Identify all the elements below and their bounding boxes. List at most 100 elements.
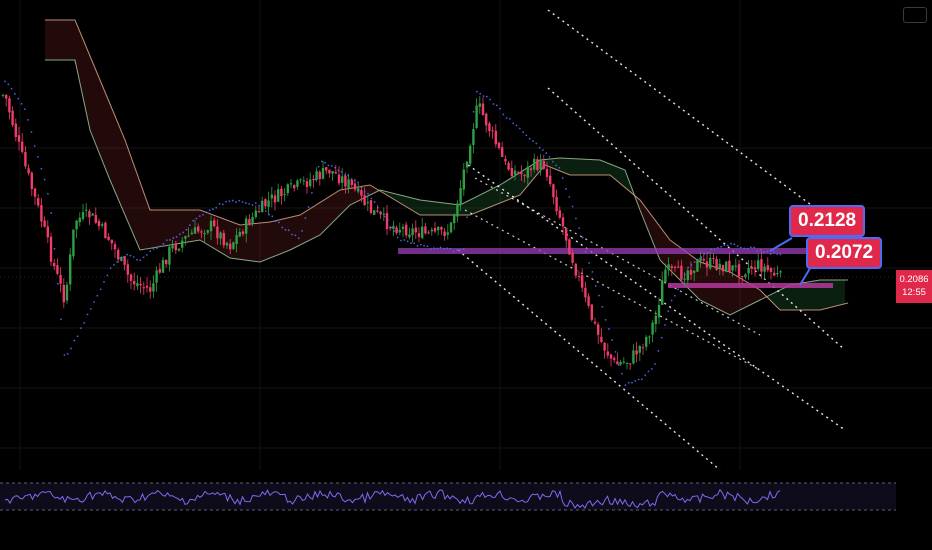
sar-dot xyxy=(80,327,82,330)
cloud-segment xyxy=(585,159,589,175)
sar-dot xyxy=(429,248,432,251)
candle-body xyxy=(763,266,766,272)
candle-body xyxy=(120,256,123,261)
sar-dot xyxy=(479,92,482,95)
candle-body xyxy=(385,212,389,230)
sar-dot xyxy=(439,246,442,249)
sar-dot xyxy=(644,374,647,377)
sar-dot xyxy=(93,301,95,303)
cloud-segment xyxy=(661,228,665,265)
candle-body xyxy=(629,363,632,365)
level-band-upper xyxy=(398,248,846,254)
candle-body xyxy=(664,269,667,282)
candle-body xyxy=(203,233,206,235)
candle-body xyxy=(325,167,328,171)
sar-dot xyxy=(716,246,719,249)
cloud-segment xyxy=(257,222,261,262)
cloud-segment xyxy=(133,162,137,243)
sar-dot xyxy=(311,191,313,194)
cloud-segment xyxy=(97,72,101,158)
panel-toggle-button[interactable] xyxy=(903,7,927,23)
callout-lower-value: 0.2072 xyxy=(815,242,874,263)
sar-dot xyxy=(400,239,402,242)
cloud-segment xyxy=(433,201,437,215)
candle-body xyxy=(686,270,689,281)
candle-body xyxy=(705,261,709,268)
callout-upper-value: 0.2128 xyxy=(798,210,857,231)
cloud-segment xyxy=(405,196,409,209)
cloud-segment xyxy=(801,282,805,310)
candle-body xyxy=(721,265,725,272)
candle-body xyxy=(488,123,491,132)
sar-dot xyxy=(654,363,656,365)
cloud-segment xyxy=(449,203,453,215)
sar-dot xyxy=(106,274,109,277)
cloud-segment xyxy=(329,194,333,226)
candle-body xyxy=(693,270,696,273)
candle-body xyxy=(529,168,533,171)
candle-body xyxy=(1,94,5,96)
sar-dot xyxy=(674,294,676,297)
candle-body xyxy=(315,171,318,180)
cloud-segment xyxy=(201,210,205,243)
candle-body xyxy=(152,283,155,292)
cloud-segment xyxy=(101,82,105,168)
candle-body xyxy=(293,185,296,189)
cloud-segment xyxy=(297,214,301,247)
sar-dot xyxy=(558,166,561,169)
sar-dot xyxy=(33,145,36,147)
cloud-segment xyxy=(261,222,265,262)
sar-dot xyxy=(433,247,435,250)
senkou-span-a xyxy=(45,59,848,316)
candle-body xyxy=(305,181,309,187)
cloud-segment xyxy=(369,185,373,196)
candle-body xyxy=(568,239,571,255)
candle-body xyxy=(443,231,446,237)
candle-body xyxy=(229,243,232,250)
candle-body xyxy=(609,354,613,359)
candle-body xyxy=(142,287,145,289)
sar-dot xyxy=(406,240,409,243)
sar-dot xyxy=(749,246,752,249)
cloud-segment xyxy=(205,211,209,246)
sar-dot xyxy=(509,117,511,120)
candle-body xyxy=(257,211,261,213)
cloud-segment xyxy=(561,158,565,173)
candle-body xyxy=(565,228,568,241)
candle-body xyxy=(187,235,190,237)
cloud-segment xyxy=(473,196,477,214)
cloud-segment xyxy=(493,186,497,206)
sar-dot xyxy=(594,285,597,287)
sar-dot xyxy=(568,196,571,198)
sar-dot xyxy=(139,259,142,262)
sar-dot xyxy=(611,339,614,341)
sar-dot xyxy=(304,217,307,220)
cloud-segment xyxy=(57,20,61,60)
candle-body xyxy=(126,264,129,275)
candle-body xyxy=(737,264,741,277)
cloud-segment xyxy=(429,201,433,215)
cloud-segment xyxy=(437,202,441,215)
sar-dot xyxy=(528,137,531,140)
cloud-segment xyxy=(421,200,425,215)
cloud-segment xyxy=(85,44,89,126)
sar-dot xyxy=(621,372,623,375)
cloud-segment xyxy=(761,291,765,300)
sar-dot xyxy=(548,155,551,158)
candle-body xyxy=(341,176,344,183)
cloud-segment xyxy=(797,283,801,310)
candle-body xyxy=(369,200,373,213)
sar-dot xyxy=(103,281,105,283)
candle-body xyxy=(689,270,693,275)
candle-body xyxy=(776,273,779,275)
sar-dot xyxy=(396,236,399,239)
sar-dot xyxy=(462,248,465,251)
sar-dot xyxy=(27,118,29,121)
candle-countdown: 12:55 xyxy=(902,287,926,298)
candle-body xyxy=(651,322,654,335)
cloud-segment xyxy=(557,158,561,172)
cloud-segment xyxy=(517,171,521,197)
candle-body xyxy=(289,183,293,185)
sar-dot xyxy=(779,253,782,256)
